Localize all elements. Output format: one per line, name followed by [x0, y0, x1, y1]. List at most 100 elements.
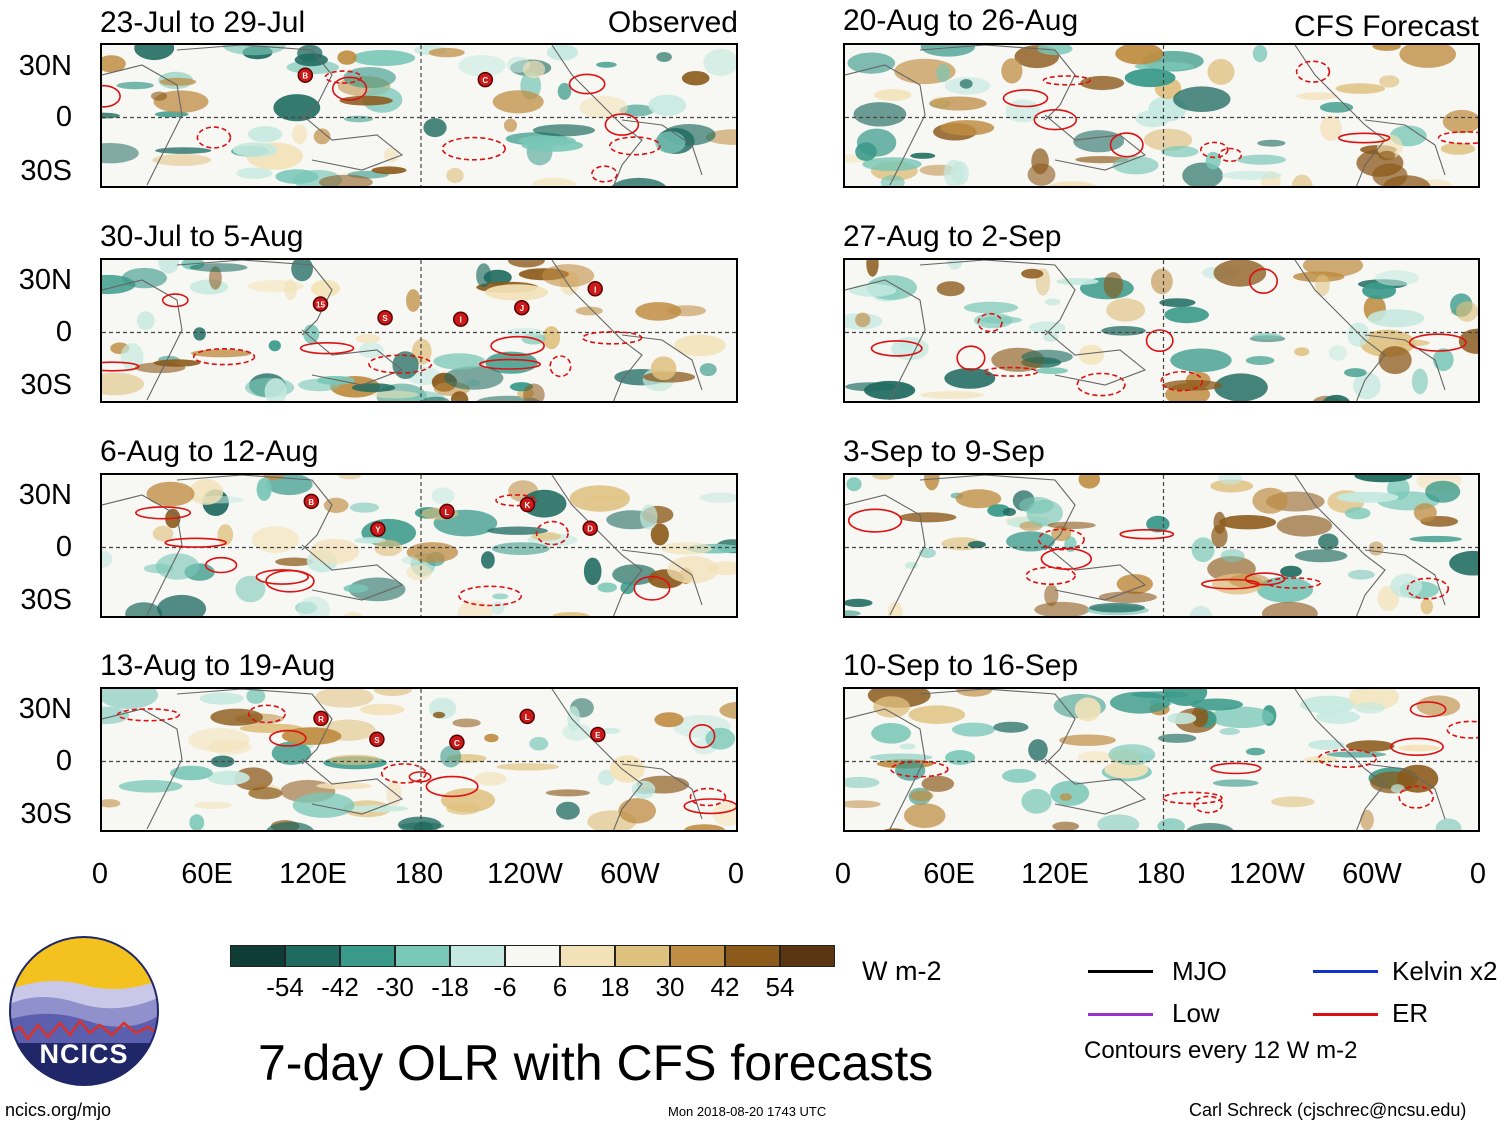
- negative-olr-anomaly: [846, 477, 862, 492]
- negative-olr-anomaly: [1028, 321, 1066, 334]
- map-panel: [843, 473, 1480, 618]
- positive-olr-anomaly: [674, 334, 726, 357]
- footer-link[interactable]: ncics.org/mjo: [5, 1100, 112, 1120]
- positive-olr-anomaly: [337, 50, 357, 65]
- er-contour: [1390, 737, 1444, 757]
- positive-olr-anomaly: [450, 391, 469, 401]
- storm-marker: B: [303, 493, 320, 510]
- positive-olr-anomaly: [1397, 744, 1440, 752]
- svg-text:S: S: [374, 736, 380, 745]
- negative-olr-anomaly: [118, 780, 183, 793]
- negative-olr-anomaly: [1173, 86, 1231, 112]
- negative-olr-anomaly: [392, 351, 419, 379]
- er-contour: [408, 771, 432, 783]
- positive-olr-anomaly: [1077, 751, 1113, 764]
- coastline: [551, 45, 643, 186]
- storm-marker: B: [297, 67, 314, 83]
- negative-olr-anomaly: [102, 143, 139, 164]
- negative-olr-anomaly: [556, 801, 580, 820]
- er-contour: [196, 126, 232, 149]
- positive-olr-anomaly: [313, 128, 331, 145]
- coastline: [845, 64, 926, 186]
- negative-olr-anomaly: [1170, 348, 1232, 373]
- legend-line-er: [1313, 1013, 1378, 1016]
- positive-olr-anomaly: [209, 266, 222, 290]
- negative-olr-anomaly: [853, 102, 907, 127]
- lat-label: 30S: [20, 798, 72, 830]
- positive-olr-anomaly: [1416, 695, 1461, 717]
- positive-olr-anomaly: [569, 485, 630, 512]
- positive-olr-anomaly: [102, 372, 145, 396]
- negative-olr-anomaly: [1218, 475, 1243, 485]
- positive-olr-anomaly: [1021, 268, 1044, 279]
- negative-olr-anomaly: [116, 81, 154, 90]
- coastline: [1294, 260, 1386, 401]
- negative-olr-anomaly: [487, 526, 548, 535]
- main-title: 7-day OLR with CFS forecasts: [258, 1035, 934, 1091]
- negative-olr-anomaly: [102, 689, 158, 709]
- positive-olr-anomaly: [485, 284, 549, 301]
- negative-olr-anomaly: [529, 736, 549, 751]
- er-contour: [1409, 701, 1447, 718]
- negative-olr-anomaly: [920, 45, 976, 57]
- positive-olr-anomaly: [545, 789, 590, 797]
- er-contour: [135, 506, 192, 520]
- legend-label-mjo: MJO: [1172, 956, 1227, 986]
- positive-olr-anomaly: [908, 705, 966, 724]
- negative-olr-anomaly: [247, 126, 283, 143]
- negative-olr-anomaly: [849, 284, 897, 297]
- storm-marker: J: [514, 299, 530, 316]
- er-contour: [161, 293, 189, 308]
- negative-olr-anomaly: [845, 610, 861, 616]
- positive-olr-anomaly: [845, 800, 881, 809]
- positive-olr-anomaly: [310, 279, 340, 297]
- negative-olr-anomaly: [348, 577, 406, 602]
- lon-label: 60E: [181, 858, 233, 890]
- negative-olr-anomaly: [398, 816, 442, 830]
- colorbar-cell: [285, 945, 340, 967]
- positive-olr-anomaly: [855, 312, 871, 328]
- negative-olr-anomaly: [351, 50, 416, 66]
- negative-olr-anomaly: [703, 49, 736, 76]
- positive-olr-anomaly: [152, 525, 174, 542]
- positive-olr-anomaly: [921, 775, 955, 792]
- positive-olr-anomaly: [251, 526, 299, 553]
- coastline: [551, 689, 643, 830]
- negative-olr-anomaly: [1002, 768, 1037, 783]
- er-contour: [1145, 329, 1174, 353]
- svg-text:C: C: [454, 739, 460, 748]
- positive-olr-anomaly: [328, 754, 381, 765]
- negative-olr-anomaly: [271, 741, 312, 765]
- colorbar-label: -18: [431, 972, 469, 1002]
- positive-olr-anomaly: [386, 779, 402, 807]
- positive-olr-anomaly: [315, 689, 374, 708]
- positive-olr-anomaly: [1047, 181, 1098, 186]
- er-contour: [116, 708, 181, 722]
- negative-olr-anomaly: [648, 94, 687, 116]
- positive-olr-anomaly: [102, 55, 126, 73]
- er-contour: [331, 76, 368, 101]
- footer-timestamp: Mon 2018-08-20 1743 UTC: [668, 1104, 827, 1119]
- lat-label: 0: [55, 316, 72, 348]
- negative-olr-anomaly: [120, 343, 144, 371]
- svg-text:L: L: [444, 508, 449, 517]
- negative-olr-anomaly: [967, 541, 986, 549]
- er-contour: [1193, 795, 1224, 814]
- svg-text:I: I: [594, 285, 596, 294]
- negative-olr-anomaly: [265, 475, 313, 496]
- svg-text:S: S: [382, 314, 388, 323]
- svg-text:C: C: [482, 76, 488, 85]
- positive-olr-anomaly: [1378, 150, 1396, 161]
- er-contour: [1210, 762, 1262, 775]
- negative-olr-anomaly: [236, 167, 273, 179]
- negative-olr-anomaly: [640, 504, 658, 530]
- positive-olr-anomaly: [1315, 274, 1330, 297]
- lon-label: 0: [1469, 858, 1487, 890]
- negative-olr-anomaly: [207, 770, 250, 786]
- er-contour: [1406, 577, 1450, 600]
- negative-olr-anomaly: [1367, 309, 1425, 328]
- colorbar-label: 30: [655, 972, 685, 1002]
- negative-olr-anomaly: [343, 115, 374, 123]
- olr-anomalies: [845, 45, 1478, 186]
- positive-olr-anomaly: [292, 124, 308, 145]
